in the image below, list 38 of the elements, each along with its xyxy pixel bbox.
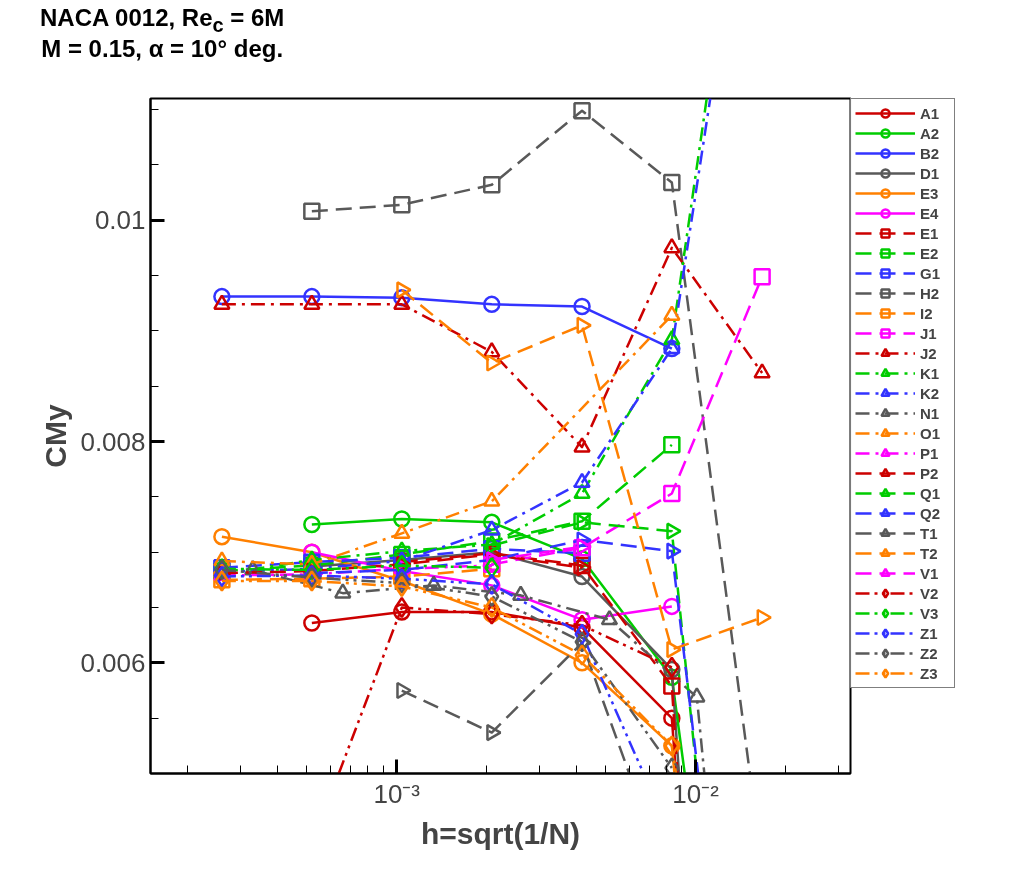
- legend-label: J2: [920, 343, 938, 363]
- legend-label: E2: [920, 243, 940, 263]
- x-tick-label: 10⁻³: [373, 778, 421, 809]
- y-tick-label: 0.006: [80, 647, 146, 678]
- legend-label: K2: [920, 383, 941, 403]
- legend-label: G1: [920, 263, 941, 283]
- legend-label: Z2: [920, 643, 939, 663]
- legend-label: I2: [920, 303, 934, 323]
- legend-label: Z1: [920, 623, 939, 643]
- legend-label: V2: [920, 583, 940, 603]
- legend-label: T1: [920, 523, 939, 543]
- legend-label: P2: [920, 463, 940, 483]
- legend-label: H2: [920, 283, 941, 303]
- legend-label: Q1: [920, 483, 941, 503]
- legend-label: A1: [920, 103, 941, 123]
- chart-subtitle: M = 0.15, α = 10° deg.: [41, 34, 284, 62]
- legend-label: J1: [920, 323, 938, 343]
- legend-label: K1: [920, 363, 941, 383]
- chart-title: NACA 0012, Re$_{c}$ = 6M: [40, 4, 285, 36]
- legend-label: P1: [920, 443, 940, 463]
- legend-label: N1: [920, 403, 941, 423]
- x-tick-label: 10⁻²: [672, 778, 720, 809]
- legend-label: B2: [920, 143, 941, 163]
- x-axis-title: h=sqrt(1/N): [420, 816, 581, 850]
- legend-label: T2: [920, 543, 939, 563]
- y-axis-title: CMy: [39, 404, 73, 468]
- y-tick-label: 0.01: [94, 205, 146, 236]
- legend-label: E3: [920, 183, 940, 203]
- legend-label: E1: [920, 223, 940, 243]
- legend-label: E4: [920, 203, 940, 223]
- legend-label: A2: [920, 123, 941, 143]
- y-tick-label: 0.008: [80, 426, 146, 457]
- legend-label: V1: [920, 563, 940, 583]
- legend-label: D1: [920, 163, 941, 183]
- legend-label: Z3: [920, 663, 939, 683]
- legend-label: O1: [920, 423, 941, 443]
- legend-label: V3: [920, 603, 940, 623]
- legend-label: Q2: [920, 503, 941, 523]
